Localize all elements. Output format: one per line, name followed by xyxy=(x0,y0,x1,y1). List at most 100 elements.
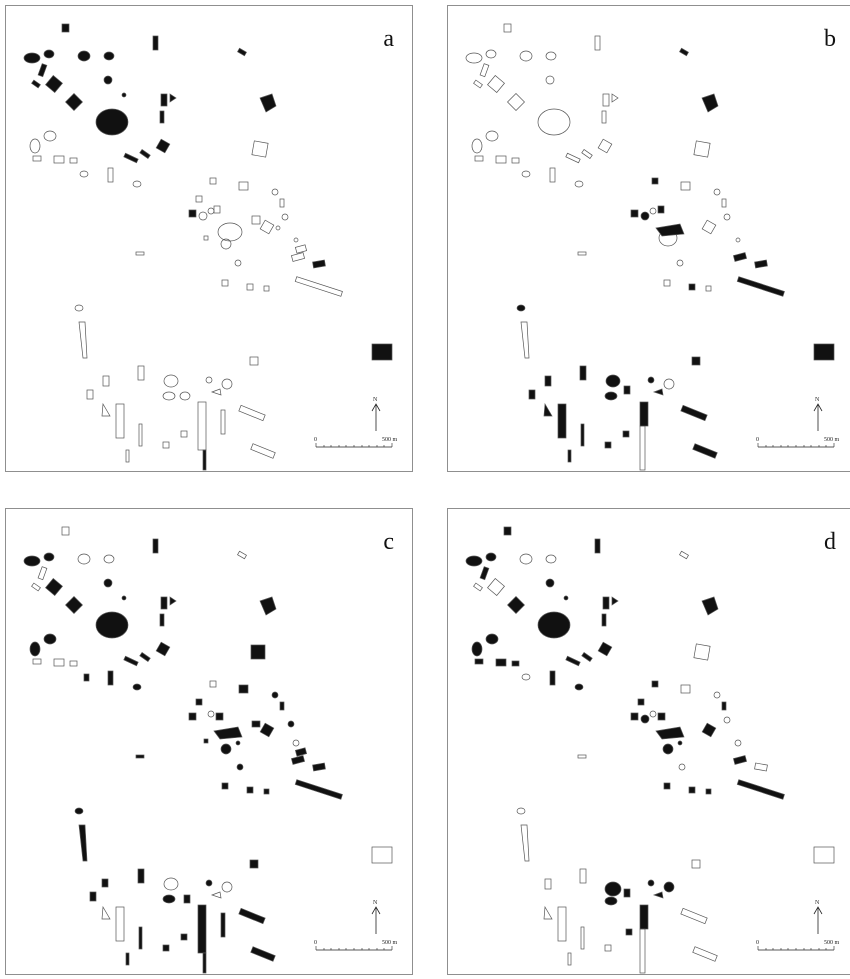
feature-filled xyxy=(74,807,84,815)
feature-outline xyxy=(251,140,269,158)
feature-filled xyxy=(279,701,285,711)
feature-filled xyxy=(23,555,41,567)
feature-filled xyxy=(123,152,139,164)
feature-filled xyxy=(544,375,552,387)
feature-filled xyxy=(622,430,630,438)
feature-outline xyxy=(692,946,718,962)
scale-bar: 0 500 m xyxy=(312,924,398,964)
feature-filled xyxy=(736,779,785,800)
feature-filled xyxy=(135,754,145,759)
feature-filled xyxy=(677,740,683,746)
feature-filled xyxy=(604,441,612,449)
feature-filled xyxy=(630,209,639,218)
feature-filled xyxy=(61,23,70,33)
scale-end: 500 m xyxy=(382,940,398,946)
feature-outline xyxy=(507,93,525,111)
feature-filled xyxy=(604,896,618,906)
scale-bar: 0 500 m xyxy=(312,421,398,461)
feature-outline xyxy=(520,824,530,862)
feature-filled xyxy=(657,712,666,721)
feature-filled xyxy=(574,683,584,691)
feature-filled xyxy=(237,47,247,57)
feature-outline xyxy=(521,170,531,178)
feature-outline xyxy=(649,710,657,718)
feature-outline xyxy=(678,763,686,771)
feature-outline xyxy=(294,244,308,254)
feature-outline xyxy=(207,710,215,718)
feature-filled xyxy=(474,658,484,665)
feature-outline xyxy=(545,75,555,85)
feature-filled xyxy=(701,596,719,616)
scale-start: 0 xyxy=(756,940,759,946)
feature-outline xyxy=(271,188,279,196)
feature-outline xyxy=(290,252,306,262)
feature-filled xyxy=(625,928,633,936)
feature-outline xyxy=(519,50,533,62)
feature-filled xyxy=(31,79,41,89)
feature-outline xyxy=(221,378,233,390)
feature-outline xyxy=(537,108,571,136)
feature-outline xyxy=(77,553,91,565)
feature-outline xyxy=(676,259,684,267)
feature-filled xyxy=(662,743,674,755)
feature-outline xyxy=(179,391,191,401)
feature-filled xyxy=(605,374,621,388)
feature-filled xyxy=(655,223,685,237)
feature-outline xyxy=(511,157,520,164)
feature-outline xyxy=(663,378,675,390)
north-label: N xyxy=(373,900,378,906)
feature-filled xyxy=(294,747,308,757)
panel-label: b xyxy=(824,26,836,52)
north-arrow: N xyxy=(368,896,384,936)
feature-outline xyxy=(238,181,249,191)
feature-filled xyxy=(537,611,571,639)
feature-filled xyxy=(663,881,675,893)
feature-filled xyxy=(203,738,209,744)
feature-filled xyxy=(663,782,671,790)
feature-outline xyxy=(474,155,484,162)
feature-outline xyxy=(115,403,125,439)
feature-filled xyxy=(290,755,306,765)
feature-outline xyxy=(520,321,530,359)
feature-outline xyxy=(101,402,111,417)
feature-filled xyxy=(565,655,581,667)
feature-outline xyxy=(213,205,221,214)
feature-outline xyxy=(43,130,57,142)
feature-filled xyxy=(597,641,613,657)
feature-outline xyxy=(217,222,243,242)
panel-label: c xyxy=(383,529,394,555)
feature-filled xyxy=(103,51,115,61)
feature-filled xyxy=(89,891,97,902)
feature-outline xyxy=(279,198,285,208)
feature-outline xyxy=(195,195,203,203)
map-panel-c: c xyxy=(5,508,413,975)
scale-end: 500 m xyxy=(382,437,398,443)
feature-outline xyxy=(679,550,689,560)
feature-outline xyxy=(250,443,276,459)
feature-outline xyxy=(238,404,266,422)
feature-filled xyxy=(235,740,241,746)
features xyxy=(23,23,393,471)
feature-filled xyxy=(580,423,585,447)
feature-filled xyxy=(202,449,207,471)
feature-outline xyxy=(601,110,607,124)
feature-outline xyxy=(701,219,717,235)
feature-filled xyxy=(732,252,748,262)
feature-outline xyxy=(473,79,483,89)
feature-outline xyxy=(53,155,65,164)
feature-filled xyxy=(238,684,249,694)
feature-outline xyxy=(263,285,270,292)
feature-outline xyxy=(721,198,727,208)
feature-filled xyxy=(121,595,127,601)
feature-filled xyxy=(23,52,41,64)
feature-filled xyxy=(169,93,177,103)
feature-filled xyxy=(503,526,512,536)
feature-filled xyxy=(202,952,207,974)
feature-outline xyxy=(162,441,170,449)
feature-outline xyxy=(86,389,94,400)
feature-filled xyxy=(155,138,171,154)
feature-filled xyxy=(511,660,520,667)
feature-outline xyxy=(107,167,114,183)
feature-filled xyxy=(567,449,572,463)
feature-outline xyxy=(78,321,88,359)
